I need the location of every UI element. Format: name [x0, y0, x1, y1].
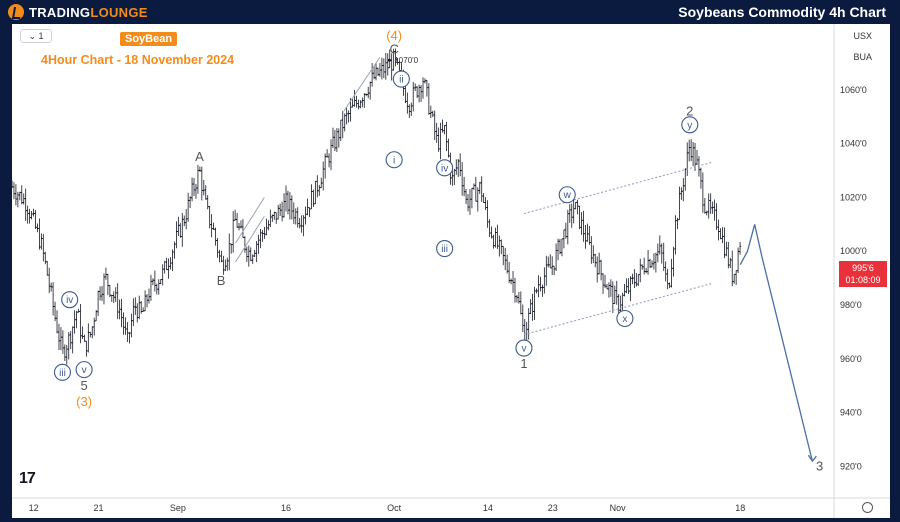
pattern-line	[235, 197, 265, 244]
gear-icon[interactable]	[862, 502, 873, 513]
wave-label: 2	[686, 103, 693, 118]
pattern-line	[343, 57, 381, 112]
wave-label: 3	[816, 458, 823, 473]
wave-label-circle	[558, 186, 576, 204]
interval-chevron-icon: ⌄	[28, 30, 36, 41]
y-tick-label: 1020'0	[840, 192, 867, 202]
swing-high-marker	[387, 58, 391, 62]
wave-label-circle	[75, 361, 93, 379]
wave-label-circle	[61, 291, 79, 309]
wave-label-circle	[53, 363, 72, 381]
channel-line	[523, 161, 712, 215]
top-bar: TRADINGLOUNGE Soybeans Commodity 4h Char…	[0, 0, 900, 24]
wave-label: (4)	[386, 28, 402, 43]
x-tick-label: Nov	[610, 503, 627, 513]
wave-label: C	[389, 41, 398, 56]
wave-label: (3)	[76, 394, 92, 409]
tradingview-logo[interactable]: 17	[19, 470, 36, 487]
wave-label-circle	[436, 159, 454, 177]
y-tick-label: 940'0	[840, 408, 862, 418]
currency-tag[interactable]: USX	[853, 31, 872, 41]
wave-label-circle	[681, 116, 699, 134]
wave-label-circle	[392, 70, 410, 88]
brand-name-accent: LOUNGE	[90, 4, 148, 20]
forecast-arrowhead	[807, 454, 817, 463]
x-tick-label: 18	[735, 503, 745, 513]
wave-label: iv	[66, 295, 73, 306]
wave-label-circle	[385, 151, 403, 169]
x-tick-label: 21	[94, 503, 104, 513]
wave-label: ii	[399, 75, 403, 86]
x-tick-label: 16	[281, 503, 291, 513]
x-tick-label: Oct	[387, 503, 402, 513]
channel-line	[523, 283, 712, 336]
wave-label-circle	[515, 339, 533, 357]
wave-label-circle	[436, 239, 454, 258]
pattern-line	[235, 215, 265, 263]
wave-label: v	[82, 365, 87, 376]
x-tick-label: 14	[483, 503, 493, 513]
swing-high-label: 1070'0	[394, 56, 418, 65]
bar-countdown: 01:08:09	[845, 275, 881, 285]
wave-label: iii	[441, 244, 448, 255]
y-tick-label: 980'0	[840, 300, 862, 310]
y-tick-label: 960'0	[840, 354, 862, 364]
indicator-tag[interactable]: BUA	[853, 52, 872, 62]
wave-label: i	[393, 155, 395, 166]
wave-label: v	[521, 344, 526, 355]
wave-label: B	[217, 273, 226, 288]
chart-subtitle: 4Hour Chart - 18 November 2024	[41, 53, 235, 67]
wave-label: w	[563, 190, 572, 201]
forecast-path	[739, 224, 813, 462]
interval-value: 1	[38, 31, 44, 41]
interval-selector[interactable]: ⌄ 1	[20, 29, 52, 43]
brand-mark-icon	[8, 4, 24, 20]
x-tick-label: 23	[548, 503, 558, 513]
y-tick-label: 1000'0	[840, 246, 867, 256]
brand-logo[interactable]: TRADINGLOUNGE	[8, 3, 148, 21]
wave-label: A	[195, 149, 204, 164]
wave-label-circle	[616, 309, 634, 328]
wave-label: 1	[520, 356, 527, 371]
price-chart[interactable]: 1060'0 1040'0 1020'0 1000'0 980'0 960'0 940'0 9…	[12, 24, 890, 518]
y-tick-label: 1060'0	[840, 85, 867, 95]
y-tick-label: 1040'0	[840, 139, 867, 149]
last-price: 995'6	[852, 263, 874, 273]
x-tick-label: 12	[29, 503, 39, 513]
wave-label: x	[622, 314, 627, 325]
x-tick-label: Sep	[170, 503, 186, 513]
wave-label: iv	[441, 163, 448, 174]
wave-label: 5	[80, 378, 87, 393]
chart-panel[interactable]: 1060'0 1040'0 1020'0 1000'0 980'0 960'0 940'0 9…	[12, 24, 890, 518]
brand-name-prefix: TRADING	[29, 4, 91, 20]
y-tick-label: 920'0	[840, 461, 862, 471]
page-title: Soybeans Commodity 4h Chart	[678, 4, 886, 20]
wave-label: y	[687, 120, 692, 131]
last-price-tag: 995'6 01:08:09	[839, 261, 887, 287]
brand-name: TRADINGLOUNGE	[29, 5, 148, 20]
symbol-badge: SoyBean	[120, 32, 178, 46]
wave-label: iii	[59, 368, 66, 379]
